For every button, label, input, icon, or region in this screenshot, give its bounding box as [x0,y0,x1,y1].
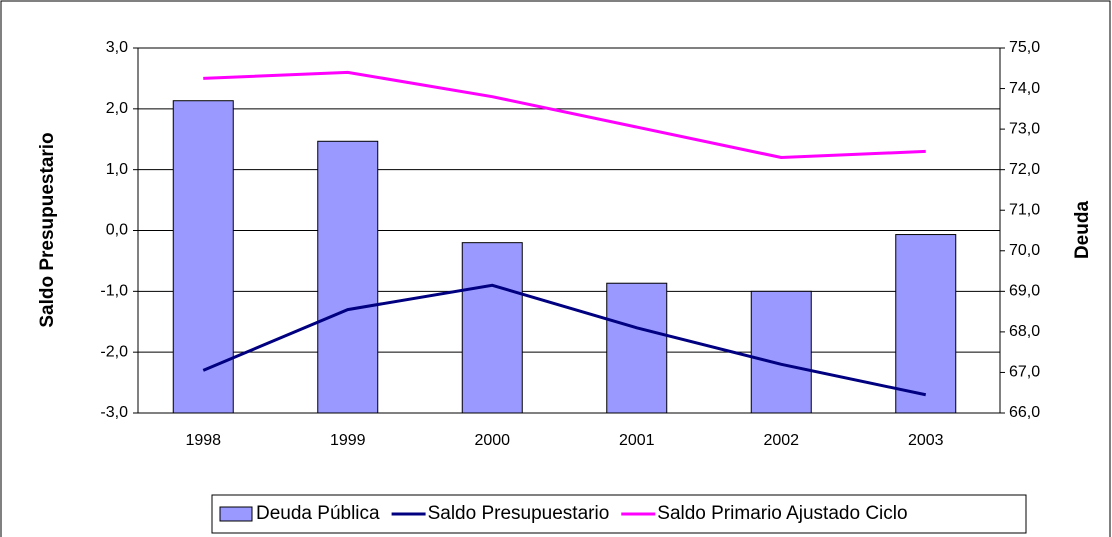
y2-axis-label: Deuda [1072,201,1093,260]
y-tick-label: 0,0 [106,222,128,239]
y2-tick-label: 72,0 [1009,161,1040,178]
y2-tick-label: 71,0 [1009,201,1040,218]
x-tick-label: 2000 [474,432,510,449]
legend-label: Saldo Presupuestario [428,503,610,524]
y2-tick-label: 67,0 [1009,364,1040,381]
y-axis-label: Saldo Presupuestario [37,132,58,327]
y-tick-label: -3,0 [100,404,128,421]
y-tick-label: -2,0 [100,343,128,360]
y2-tick-label: 66,0 [1009,404,1040,421]
y-tick-label: 2,0 [106,100,128,117]
x-tick-label: 1998 [185,432,221,449]
bar [317,140,379,414]
x-tick-label: 1999 [330,432,366,449]
y2-tick-label: 68,0 [1009,323,1040,340]
line [202,283,927,397]
y2-tick-label: 74,0 [1009,80,1040,97]
x-tick-label: 2002 [763,432,799,449]
y2-tick-label: 70,0 [1009,242,1040,259]
line [203,70,926,160]
y-tick-label: 1,0 [106,161,128,178]
legend-label: Saldo Primario Ajustado Ciclo [657,503,907,524]
bar [895,234,957,414]
y2-tick-label: 75,0 [1009,39,1040,56]
x-tick-label: 2001 [619,432,655,449]
bar [750,290,812,414]
bar [172,100,234,414]
legend-swatch [219,506,253,522]
y2-tick-label: 73,0 [1009,120,1040,137]
x-tick-label: 2003 [908,432,944,449]
y-tick-label: -1,0 [100,283,128,300]
bar [461,242,523,414]
y-tick-label: 3,0 [106,39,128,56]
bar [606,282,668,414]
legend-box [211,494,1027,534]
legend-label: Deuda Pública [256,503,380,524]
y2-tick-label: 69,0 [1009,283,1040,300]
